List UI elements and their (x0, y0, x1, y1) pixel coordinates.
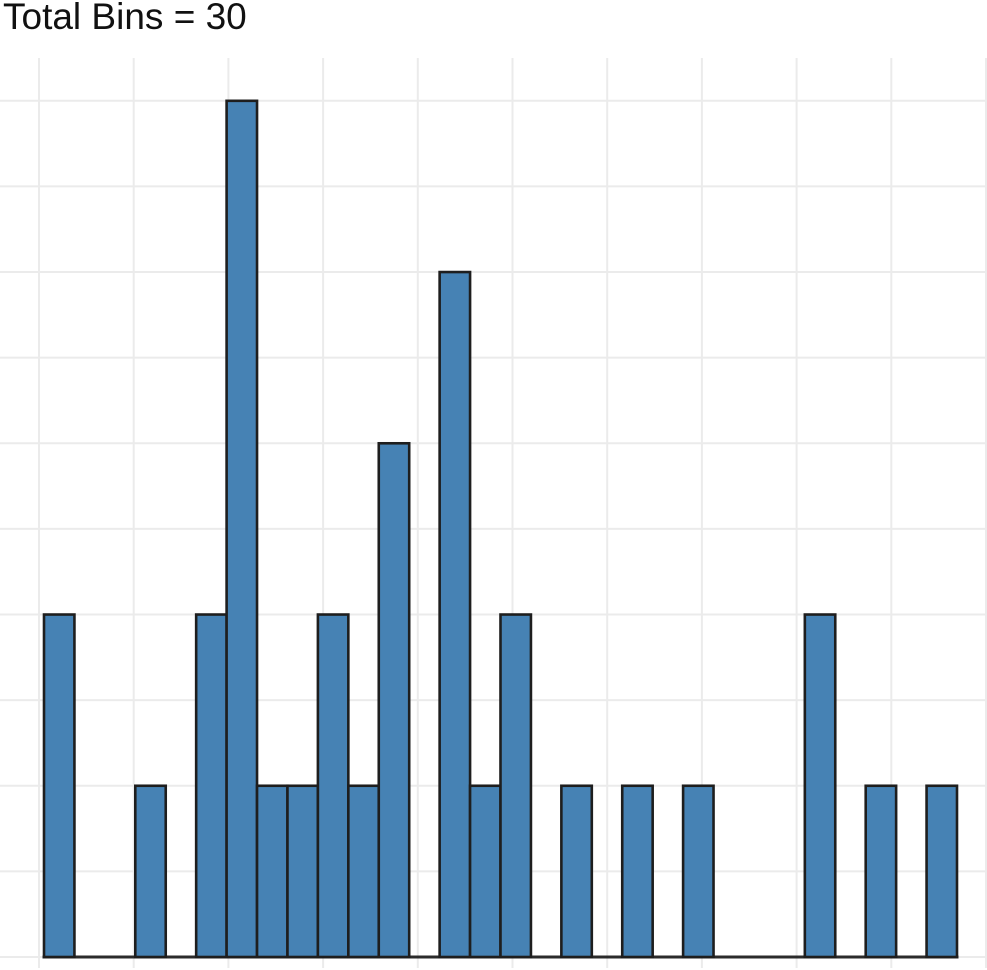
chart-title: Total Bins = 30 (3, 0, 247, 37)
histogram-bar (468, 784, 502, 959)
histogram-bar (194, 613, 228, 959)
histogram-bar (377, 441, 411, 959)
histogram-bar (286, 784, 320, 959)
bar-layer (42, 99, 959, 959)
histogram-bar (225, 99, 259, 959)
histogram-bar (681, 784, 715, 959)
histogram-bar (347, 784, 381, 959)
histogram-bar (803, 613, 837, 959)
histogram-bar (864, 784, 898, 959)
histogram-bar (134, 784, 168, 959)
histogram-bar (255, 784, 289, 959)
histogram-bar (499, 613, 533, 959)
histogram-bar (438, 270, 472, 959)
histogram-bar (560, 784, 594, 959)
histogram-bar (42, 613, 76, 959)
histogram-bar (620, 784, 654, 959)
histogram-bar (925, 784, 959, 959)
histogram-bar (316, 613, 350, 959)
